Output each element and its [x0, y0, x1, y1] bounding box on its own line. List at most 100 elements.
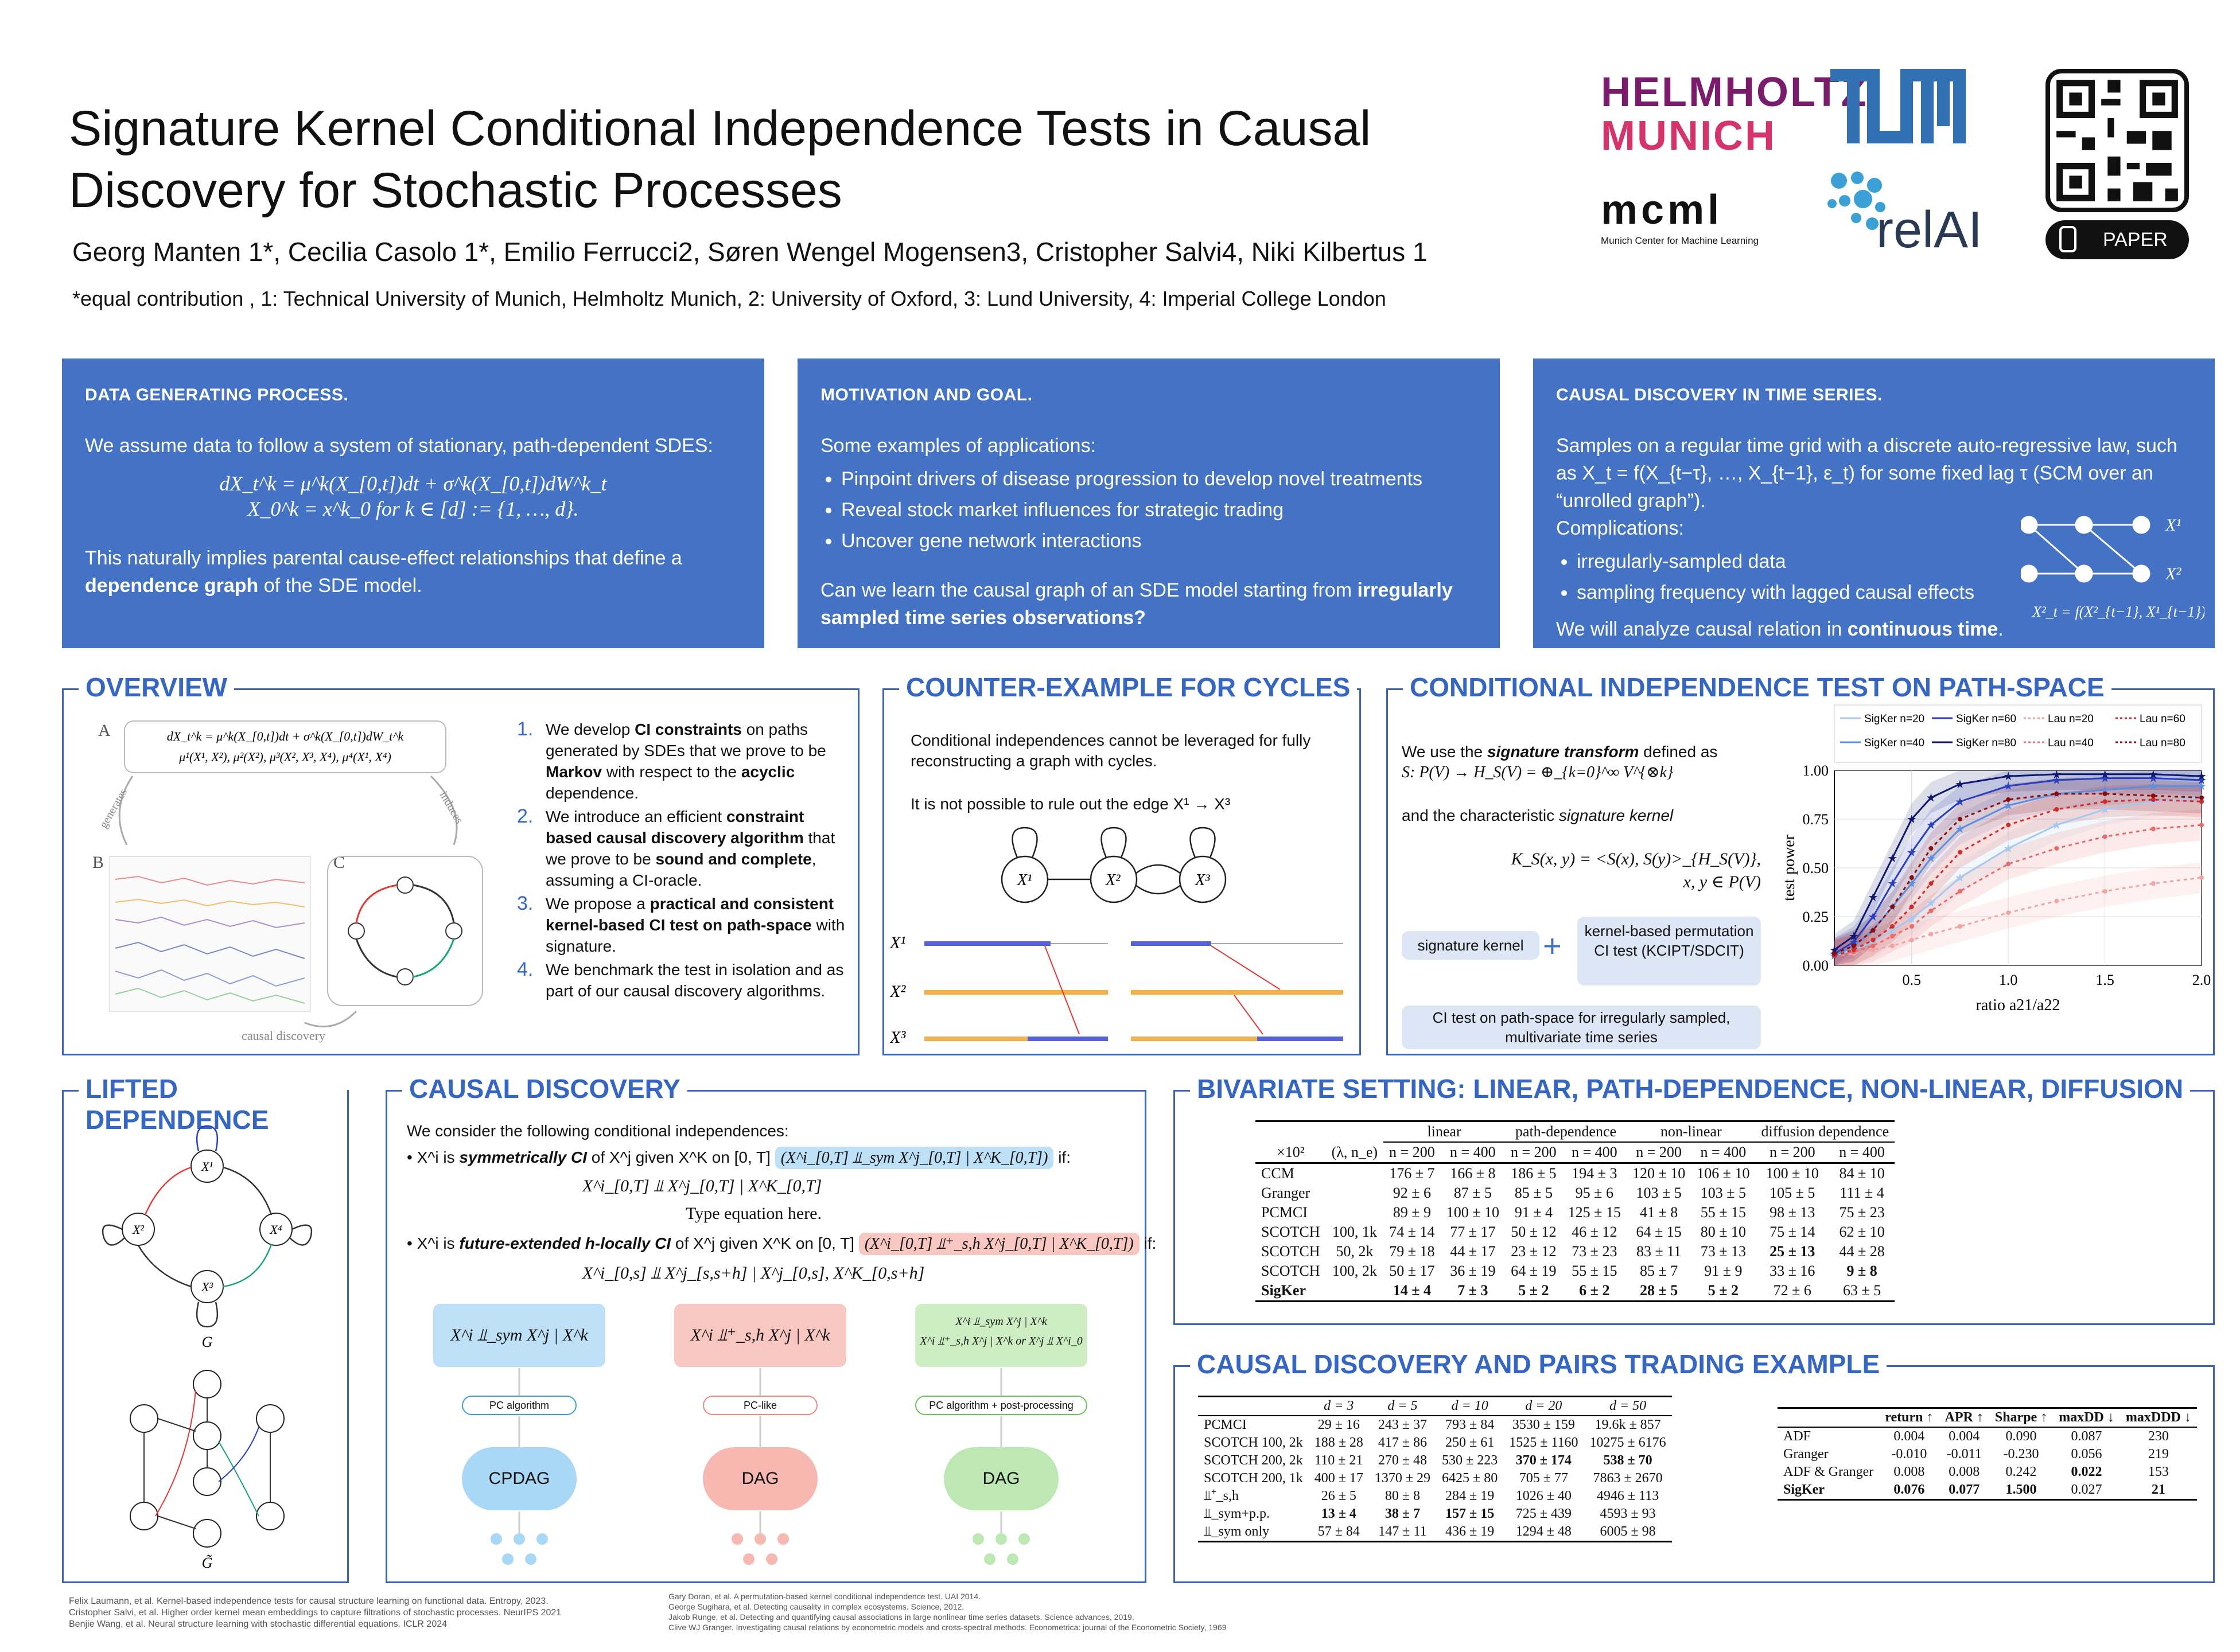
table-row: ⫫_sym+p.p. 13 ± 4 38 ± 7 157 ± 15 725 ± 439 4… [1198, 1505, 1672, 1523]
method-cell: SigKer [1783, 1482, 1825, 1497]
ts-conclusion-end: . [1998, 618, 2004, 640]
value-cell: 80 ± 8 [1385, 1489, 1421, 1503]
value-cell: 0.242 [2005, 1464, 2037, 1479]
value-cell: 400 ± 17 [1314, 1471, 1363, 1486]
mcml-logo: mcml [1601, 187, 1723, 233]
value-cell: 284 ± 19 [1445, 1489, 1495, 1503]
affiliations: *equal contribution , 1: Technical Unive… [72, 287, 1386, 310]
value-cell: 7863 ± 2670 [1593, 1471, 1663, 1486]
value-cell: 186 ± 5 [1511, 1165, 1557, 1182]
data-point [1928, 846, 1934, 851]
svg-text:X⁴: X⁴ [269, 1222, 282, 1237]
value-cell: 55 ± 15 [1572, 1263, 1617, 1279]
value-cell: 28 ± 5 [1639, 1282, 1678, 1299]
header-cell: n = 200 [1511, 1144, 1557, 1160]
data-point [2006, 910, 2011, 915]
value-cell: 72 ± 6 [1773, 1282, 1811, 1299]
value-cell: 166 ± 8 [1450, 1165, 1496, 1182]
future-ci-card: X^i ⫫⁺_s,h X^j | X^k [674, 1304, 846, 1367]
item-text: on paths generated by SDEs that we prove… [546, 720, 826, 759]
paper-button[interactable]: PAPER [2045, 220, 2189, 259]
value-cell: 73 ± 13 [1700, 1243, 1747, 1260]
value-cell: 106 ± 10 [1697, 1165, 1750, 1182]
data-point: ★ [2003, 770, 2013, 783]
data-point [2199, 823, 2204, 828]
box-title: DATA GENERATING PROCESS. [85, 385, 349, 404]
value-cell: 23 ± 12 [1511, 1243, 1557, 1260]
confidence-band [1834, 782, 2202, 965]
munich-logo-text: MUNICH [1601, 113, 1776, 159]
value-cell: 33 ± 16 [1770, 1263, 1815, 1279]
list-item: 3. We propose a practical and consistent… [517, 893, 850, 957]
header-cell: maxDDD ↓ [2125, 1410, 2191, 1425]
data-point [1957, 817, 1962, 821]
series-line [1834, 797, 2202, 957]
table-row: SCOTCH 200, 1k 400 ± 17 1370 ± 29 6425 ± 80… [1198, 1470, 1672, 1487]
value-cell: 44 ± 28 [1839, 1243, 1885, 1260]
qr-code-frame[interactable] [2045, 69, 2189, 212]
graph-label: G̃ [202, 1554, 213, 1571]
value-cell: 120 ± 10 [1632, 1165, 1686, 1182]
method-cell: ADF [1783, 1429, 1811, 1444]
header-cell: d = 20 [1525, 1398, 1562, 1413]
value-cell: 75 ± 23 [1839, 1204, 1885, 1221]
data-point [1890, 944, 1895, 948]
box-title: CAUSAL DISCOVERY IN TIME SERIES. [1556, 385, 1883, 404]
data-point: ★ [2196, 770, 2207, 783]
method-cell: Granger [1261, 1185, 1310, 1201]
method-cell: SCOTCH [1261, 1263, 1320, 1279]
data-point: ★ [2196, 780, 2207, 793]
helmholtz-logo: HELMHOLTZ [1601, 69, 1868, 115]
data-point [1957, 850, 1962, 855]
value-cell: 14 ± 4 [1393, 1282, 1432, 1299]
value-cell: 73 ± 23 [1572, 1243, 1617, 1260]
kernel-eq-line1: K_S(x, y) = <S(x), S(y)>_{H_S(V)}, [1511, 850, 1761, 868]
method-cell: ⫫⁺_s,h [1204, 1489, 1239, 1503]
header-cell: Sharpe ↑ [1994, 1410, 2048, 1425]
symmetric-ci-definition: • X^i is symmetrically CI of X^j given X… [407, 1147, 1071, 1169]
value-cell: 63 ± 5 [1842, 1282, 1881, 1299]
pairs-trading-table: return ↑ APR ↑ Sharpe ↑ maxDD ↓ maxDDD ↓ ADF… [1778, 1407, 2197, 1501]
relai-logo: relAI [1876, 201, 1983, 259]
node-label: X¹ [2165, 516, 2181, 535]
data-point: ★ [1926, 897, 1936, 910]
pc-like-label: PC-like [703, 1396, 818, 1415]
value-cell: 270 ± 48 [1378, 1453, 1428, 1468]
data-point [1928, 932, 1934, 937]
data-point [2199, 875, 2204, 880]
value-cell: 1026 ± 40 [1515, 1489, 1572, 1503]
header-cell: n = 400 [1571, 1144, 1617, 1160]
value-cell: 4946 ± 113 [1596, 1489, 1659, 1503]
question-bold: irregularly sampled time series observat… [820, 579, 1453, 629]
row-label: X² [890, 982, 906, 1001]
item-text: with signature. [546, 916, 845, 955]
ts-intro: Samples on a regular time grid with a di… [1556, 435, 2177, 512]
item-text: , assuming a CI-oracle. [546, 850, 816, 889]
legend-label: Lau n=80 [2140, 737, 2185, 749]
signature-equation: S: P(V) → H_S(V) = ⊕_{k=0}^∞ V^{⊗k} [1402, 763, 1674, 781]
data-point: ★ [2003, 800, 2013, 812]
param-cell [1326, 1281, 1383, 1302]
value-cell: 5 ± 2 [1518, 1282, 1549, 1299]
method-cell: SCOTCH [1261, 1224, 1320, 1240]
value-cell: 91 ± 9 [1704, 1263, 1743, 1279]
item-bold: sound and complete [655, 850, 812, 868]
value-cell: 38 ± 7 [1385, 1506, 1421, 1521]
data-point [2199, 795, 2204, 800]
value-cell: 79 ± 18 [1389, 1243, 1435, 1260]
table-row: PCMCI 89 ± 9 100 ± 10 91 ± 4 125 ± 15 41 ± 8 5… [1255, 1203, 1895, 1222]
value-cell: 44 ± 17 [1450, 1243, 1496, 1260]
x-tick-label: 2.0 [2192, 972, 2211, 988]
param-cell: 100, 1k [1332, 1224, 1377, 1240]
method-cell: CCM [1261, 1165, 1294, 1182]
value-cell: 176 ± 7 [1389, 1165, 1435, 1182]
overview-figure: A dX_t^k = μ^k(X_[0,t])dt + σ^k(X_[0,t])… [92, 720, 483, 1043]
value-cell: 100 ± 10 [1765, 1165, 1819, 1182]
placeholder-text: Type equation here. [686, 1204, 822, 1223]
counter-text2: It is not possible to rule out the edge … [911, 795, 1231, 813]
data-point: ★ [1868, 911, 1878, 924]
table-row: ADF 0.004 0.004 0.090 0.087 230 [1778, 1427, 2197, 1446]
legend-label: SigKer n=40 [1864, 737, 1924, 749]
value-cell: 84 ± 10 [1839, 1165, 1885, 1182]
data-point: ★ [2148, 773, 2159, 785]
